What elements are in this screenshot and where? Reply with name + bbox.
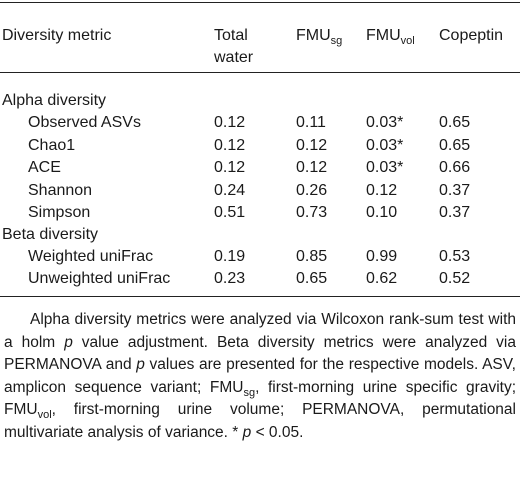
row-metric: Shannon [28,182,93,199]
row-copeptin: 0.53 [439,248,471,265]
row-fmu-sg: 0.85 [296,248,328,265]
row-fmu-vol: 0.62 [366,270,398,287]
header-copeptin: Copeptin [439,27,504,44]
footnote-text-4: , first-morning urine specific gravity; … [4,378,516,419]
row-fmu-sg: 0.11 [296,114,326,131]
header-fmu-sg-sub: sg [330,35,343,47]
row-metric: Chao1 [28,137,76,154]
row-fmu-vol: 0.03* [366,159,404,176]
row-total-water: 0.12 [214,137,246,154]
row-metric: Simpson [28,204,91,221]
row-total-water: 0.19 [214,248,246,265]
footnote-text-6: < 0.05. [251,423,304,441]
footnote-p-3: p [242,423,252,441]
row-metric: Unweighted uniFrac [28,270,171,287]
header-fmu-sg: FMUsg [296,25,342,47]
row-fmu-vol: 0.12 [366,182,398,199]
row-total-water: 0.23 [214,270,246,287]
header-diversity-metric: Diversity metric [2,27,112,44]
row-copeptin: 0.37 [439,182,471,199]
row-fmu-sg: 0.73 [296,204,328,221]
footnote-sub-vol: vol [37,409,52,422]
table-bottom-rule [0,296,520,297]
footnote-text-5: , first-morning urine volume; PERMANOVA,… [4,401,516,441]
footnote-text-1: Alpha diversity metrics were analyzed vi… [4,311,516,351]
header-total-water-line1: Total [214,27,248,44]
footnote-text-3: values are presented for the respective … [4,356,516,396]
row-fmu-sg: 0.12 [296,137,328,154]
header-fmu-vol-base: FMU [366,27,401,44]
footnote-p-1: p [64,333,73,351]
footnote-text-2: value adjustment. Beta diversity metrics… [4,333,516,374]
row-fmu-sg: 0.12 [296,159,328,176]
row-fmu-sg: 0.26 [296,182,328,199]
row-copeptin: 0.66 [439,159,471,176]
header-fmu-vol-sub: vol [400,35,415,47]
row-total-water: 0.24 [214,182,246,199]
footnote-sub-sg: sg [243,386,256,399]
row-fmu-vol: 0.03* [366,137,404,154]
header-total-water-line2: water [214,49,254,66]
row-metric: ACE [28,159,61,176]
header-bottom-rule [0,72,520,73]
section-title-alpha: Alpha diversity [2,92,107,109]
table-top-rule [0,2,520,3]
row-copeptin: 0.52 [439,270,471,287]
row-copeptin: 0.65 [439,137,471,154]
row-fmu-vol: 0.10 [366,204,398,221]
row-copeptin: 0.37 [439,204,471,221]
row-fmu-vol: 0.03* [366,114,404,131]
row-metric: Weighted uniFrac [28,248,154,265]
section-title-beta: Beta diversity [2,226,99,243]
row-copeptin: 0.65 [439,114,471,131]
row-metric: Observed ASVs [28,114,141,131]
row-total-water: 0.12 [214,114,246,131]
row-total-water: 0.12 [214,159,246,176]
header-fmu-vol: FMUvol [366,25,415,47]
table-footnote: Alpha diversity metrics were analyzed vi… [4,309,516,445]
footnote-p-2: p [136,356,145,374]
header-fmu-sg-base: FMU [296,27,331,44]
row-fmu-sg: 0.65 [296,270,328,287]
row-total-water: 0.51 [214,204,246,221]
header-total-water: Total water [214,25,253,69]
row-fmu-vol: 0.99 [366,248,398,265]
